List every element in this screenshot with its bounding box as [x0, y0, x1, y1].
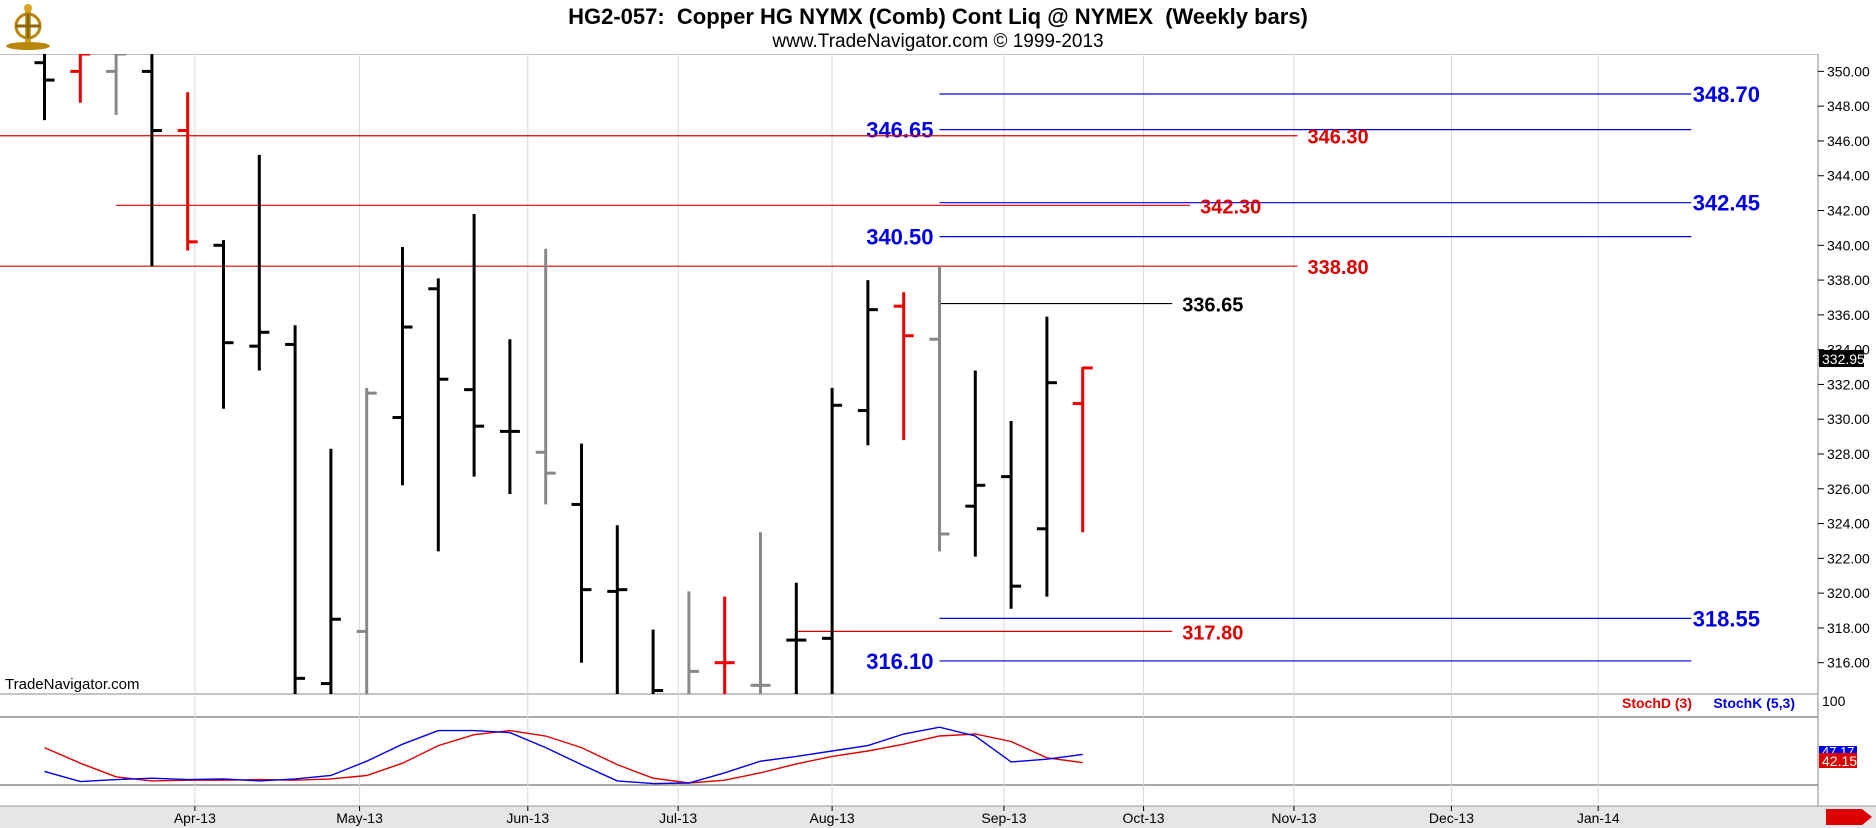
trade-navigator-logo-icon: [6, 4, 50, 50]
month-label: Jun-13: [506, 810, 549, 826]
price-tick-label: 338.00: [1827, 272, 1870, 288]
ohlc-bar: [70, 52, 91, 103]
month-label: Dec-13: [1429, 810, 1474, 826]
level-label: 342.30: [1200, 196, 1261, 218]
ohlc-bar: [285, 325, 306, 694]
price-tick-label: 322.00: [1827, 550, 1870, 566]
level-label: 317.80: [1182, 622, 1243, 644]
level-label: 340.50: [866, 225, 933, 250]
ohlc-bar: [535, 248, 556, 505]
level-label: 316.10: [866, 649, 933, 674]
level-label: 318.55: [1693, 606, 1760, 631]
level-label: 346.30: [1308, 127, 1369, 149]
stoch-d-line: [44, 729, 1083, 784]
stoch-d-legend: StochD (3): [1622, 695, 1692, 711]
ohlc-bar: [750, 532, 771, 694]
price-tick-label: 320.00: [1827, 585, 1870, 601]
ohlc-bar: [177, 92, 198, 251]
ohlc-bar: [34, 54, 55, 121]
ohlc-bar: [857, 280, 878, 446]
ohlc-bar: [687, 591, 699, 694]
stoch-100-tick: 100: [1822, 693, 1846, 709]
ohlc-bar: [356, 387, 377, 694]
month-label: Sep-13: [981, 810, 1026, 826]
price-tick-label: 346.00: [1827, 133, 1870, 149]
level-label: 342.45: [1693, 191, 1760, 216]
stoch-k-legend: StochK (5,3): [1713, 695, 1795, 711]
ohlc-bar: [392, 247, 413, 486]
last-price-badge: [1819, 350, 1864, 367]
x-axis-bar: [0, 806, 1876, 828]
level-label: 336.65: [1182, 295, 1243, 317]
ohlc-bar: [141, 54, 162, 267]
ohlc-bar: [249, 154, 270, 371]
ohlc-bar: [893, 292, 914, 441]
scroll-right-arrow-icon[interactable]: [1826, 809, 1872, 825]
ohlc-bar: [965, 370, 986, 557]
price-tick-label: 328.00: [1827, 446, 1870, 462]
ohlc-bar: [428, 278, 449, 552]
price-tick-label: 340.00: [1827, 237, 1870, 253]
price-tick-label: 324.00: [1827, 516, 1870, 532]
ohlc-bar: [786, 582, 807, 694]
price-tick-label: 330.00: [1827, 411, 1870, 427]
price-tick-label: 318.00: [1827, 620, 1870, 636]
month-label: Oct-13: [1123, 810, 1165, 826]
ohlc-bar: [1072, 366, 1093, 533]
watermark-text: TradeNavigator.com: [5, 676, 140, 693]
last-price-value: 332.95: [1822, 351, 1865, 367]
stoch-k-line: [44, 726, 1083, 785]
price-tick-label: 316.00: [1827, 655, 1870, 671]
month-label: Jul-13: [659, 810, 697, 826]
chart-subtitle: www.TradeNavigator.com © 1999-2013: [772, 31, 1104, 52]
ohlc-bar: [106, 52, 127, 115]
stoch-d-badge: [1819, 753, 1857, 768]
price-tick-label: 332.00: [1827, 376, 1870, 392]
level-label: 348.70: [1693, 82, 1760, 107]
ohlc-bar: [571, 443, 592, 663]
month-label: May-13: [336, 810, 383, 826]
ohlc-bar: [320, 448, 341, 694]
ohlc-bar: [213, 240, 234, 409]
month-label: Aug-13: [810, 810, 855, 826]
month-label: Nov-13: [1271, 810, 1316, 826]
price-tick-label: 326.00: [1827, 481, 1870, 497]
ohlc-bar: [464, 214, 485, 477]
ohlc-bar: [651, 629, 664, 694]
price-tick-label: 336.00: [1827, 307, 1870, 323]
month-label: Jan-14: [1577, 810, 1620, 826]
level-label: 338.80: [1308, 257, 1369, 279]
chart-header: HG2-057: Copper HG NYMX (Comb) Cont Liq …: [0, 0, 1876, 54]
ohlc-bar: [929, 266, 950, 552]
chart-title: HG2-057: Copper HG NYMX (Comb) Cont Liq …: [568, 4, 1308, 29]
ohlc-bar: [1036, 316, 1057, 597]
level-label: 346.65: [866, 118, 933, 143]
ohlc-bar: [714, 596, 735, 694]
price-tick-label: 348.00: [1827, 98, 1870, 114]
ohlc-bar: [607, 525, 628, 694]
ohlc-bar: [499, 339, 520, 494]
stoch-d-value: 42.15: [1822, 753, 1857, 769]
price-tick-label: 350.00: [1827, 63, 1870, 79]
price-tick-label: 342.00: [1827, 203, 1870, 219]
ohlc-bar: [822, 387, 843, 694]
ohlc-bar: [1001, 420, 1022, 609]
price-tick-label: 344.00: [1827, 168, 1870, 184]
month-label: Apr-13: [174, 810, 216, 826]
